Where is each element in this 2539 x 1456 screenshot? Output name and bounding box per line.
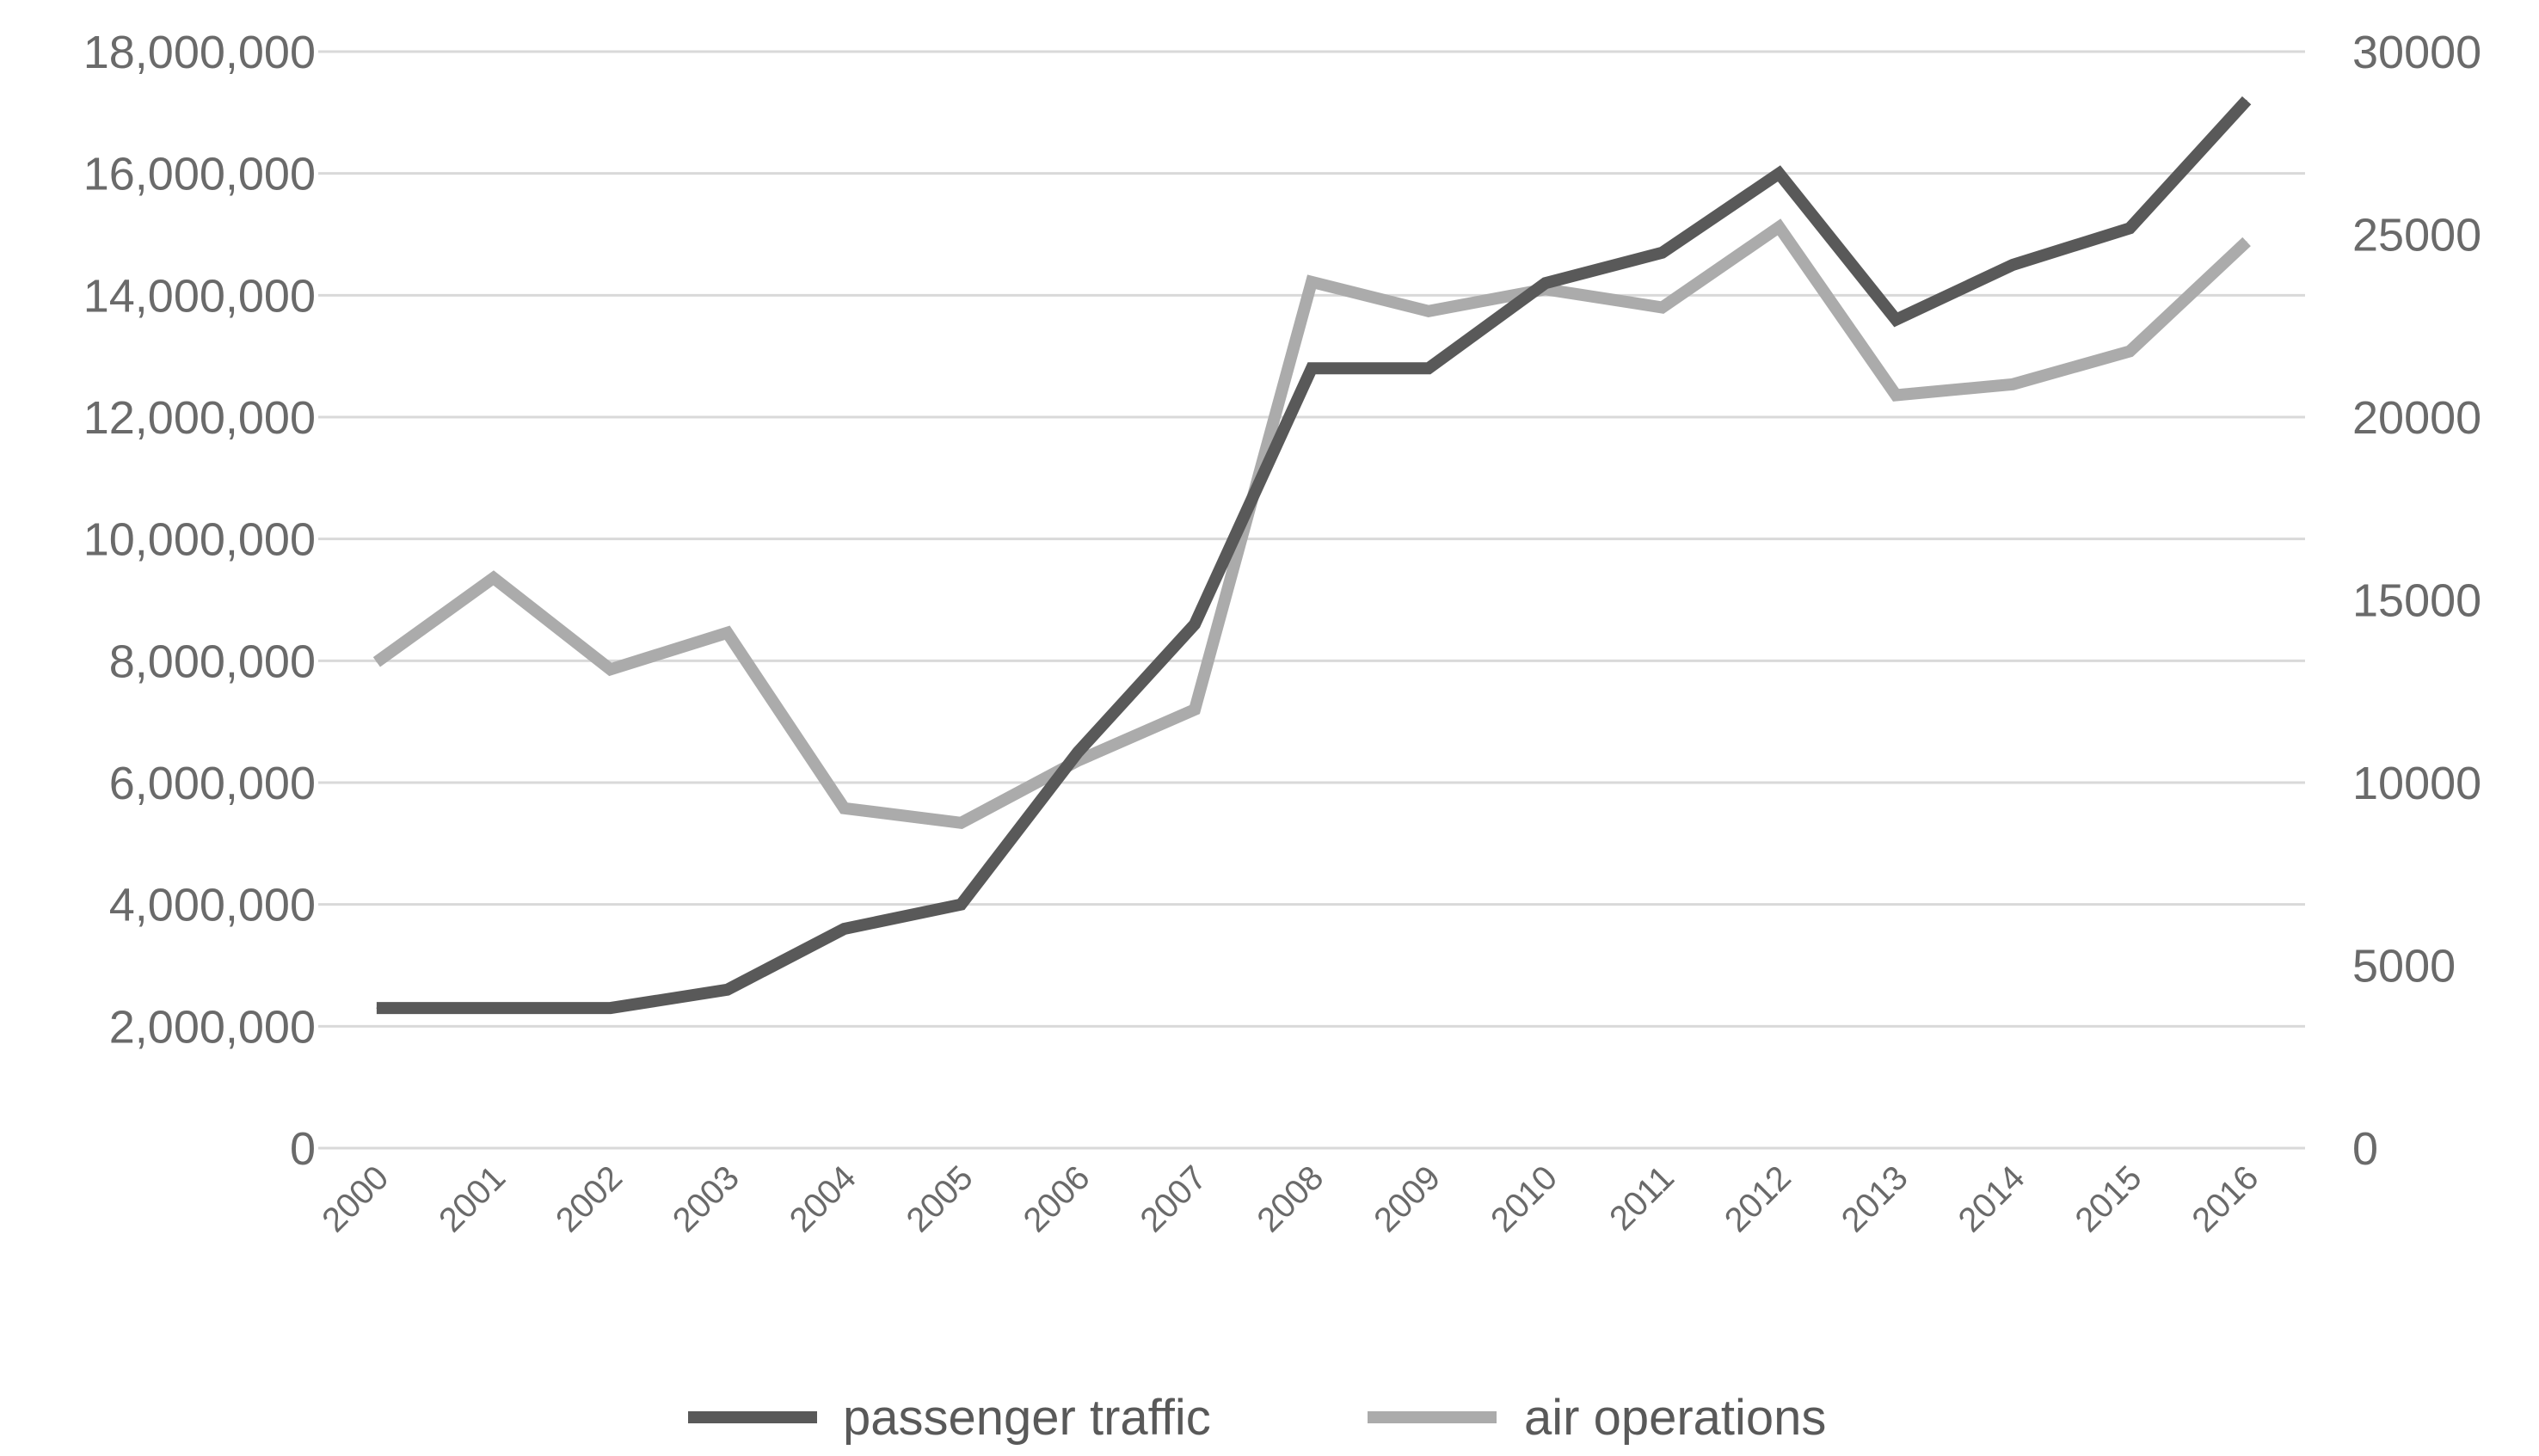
data-point-passenger-traffic: [1895, 319, 1897, 321]
data-point-air-operations: [1779, 226, 1780, 228]
x-axis-tick-label: 2016: [2185, 1158, 2265, 1239]
left-axis-tick-label: 18,000,000: [83, 27, 316, 78]
right-axis-tick-label: 0: [2352, 1123, 2378, 1175]
x-axis-tick-label: 2004: [783, 1158, 864, 1239]
left-axis-tick-label: 6,000,000: [109, 758, 316, 809]
data-point-passenger-traffic: [1662, 252, 1663, 254]
data-point-air-operations: [493, 577, 495, 579]
right-axis-tick-label: 30000: [2352, 27, 2481, 78]
x-axis-tick-label: 2006: [1017, 1158, 1097, 1239]
series-line-passenger-traffic: [376, 95, 2252, 1015]
data-point-air-operations: [376, 661, 378, 663]
data-point-passenger-traffic: [1779, 173, 1780, 175]
legend-label-passenger-traffic: passenger traffic: [843, 1390, 1211, 1446]
left-axis-tick-label: 4,000,000: [109, 880, 316, 931]
series-line-air-operations: [372, 218, 2251, 830]
legend: passenger traffic air operations: [688, 1390, 1826, 1446]
data-point-passenger-traffic: [727, 989, 729, 991]
x-axis-tick-label: 2012: [1718, 1158, 1798, 1239]
x-axis-tick-label: 2009: [1367, 1158, 1448, 1239]
data-point-air-operations: [1662, 307, 1663, 308]
right-axis-tick-label: 15000: [2352, 575, 2481, 627]
data-point-passenger-traffic: [843, 928, 845, 930]
left-axis-tick-label: 14,000,000: [83, 270, 316, 322]
data-point-air-operations: [1428, 310, 1429, 312]
x-axis-tick-label: 2015: [2069, 1158, 2149, 1239]
data-point-passenger-traffic: [1311, 367, 1313, 369]
right-axis-tick-label: 25000: [2352, 210, 2481, 261]
x-axis-tick-label: 2000: [315, 1158, 396, 1239]
x-axis-tick-label: 2002: [549, 1158, 630, 1239]
left-axis-tick-label: 8,000,000: [109, 636, 316, 687]
left-axis-tick-label: 0: [290, 1123, 316, 1175]
data-point-air-operations: [1311, 281, 1313, 283]
right-axis-tick-label: 20000: [2352, 392, 2481, 444]
x-axis-tick-label: 2013: [1835, 1158, 1915, 1239]
right-axis-tick-label: 10000: [2352, 758, 2481, 809]
data-point-air-operations: [727, 632, 729, 634]
data-point-passenger-traffic: [1077, 752, 1079, 753]
x-axis-ticks: 2000 2001 2002 2003 2004 2005 2006 2007 2008 2009…: [315, 1158, 2265, 1239]
series-lines: [372, 95, 2252, 1015]
x-axis-tick-label: 2005: [900, 1158, 981, 1239]
right-axis-ticks: 0 5000 10000 15000 20000 25000 30000: [2352, 27, 2481, 1175]
x-axis-tick-label: 2014: [1952, 1158, 2032, 1239]
data-point-air-operations: [610, 668, 612, 670]
x-axis-tick-label: 2008: [1250, 1158, 1331, 1239]
data-point-passenger-traffic: [1428, 367, 1429, 369]
data-point-passenger-traffic: [960, 904, 962, 906]
left-axis-tick-label: 2,000,000: [109, 1001, 316, 1053]
left-axis-tick-label: 10,000,000: [83, 514, 316, 566]
left-axis-ticks: 0 2,000,000 4,000,000 6,000,000 8,000,000 10,…: [83, 27, 316, 1175]
data-point-passenger-traffic: [376, 1007, 378, 1009]
data-point-air-operations: [1895, 395, 1897, 396]
x-axis-tick-label: 2003: [666, 1158, 747, 1239]
gridlines: [318, 50, 2305, 1150]
x-axis-tick-label: 2011: [1602, 1158, 1681, 1238]
right-axis-tick-label: 5000: [2352, 941, 2456, 992]
left-axis-tick-label: 16,000,000: [83, 149, 316, 200]
data-point-passenger-traffic: [493, 1007, 495, 1009]
left-axis-tick-label: 12,000,000: [83, 392, 316, 444]
data-point-passenger-traffic: [1545, 282, 1546, 284]
x-axis-tick-label: 2007: [1133, 1158, 1214, 1239]
legend-label-air-operations: air operations: [1524, 1390, 1826, 1446]
data-point-air-operations: [960, 822, 962, 824]
x-axis-tick-label: 2010: [1484, 1158, 1565, 1239]
data-point-passenger-traffic: [610, 1007, 612, 1009]
x-axis-tick-label: 2001: [432, 1158, 513, 1239]
